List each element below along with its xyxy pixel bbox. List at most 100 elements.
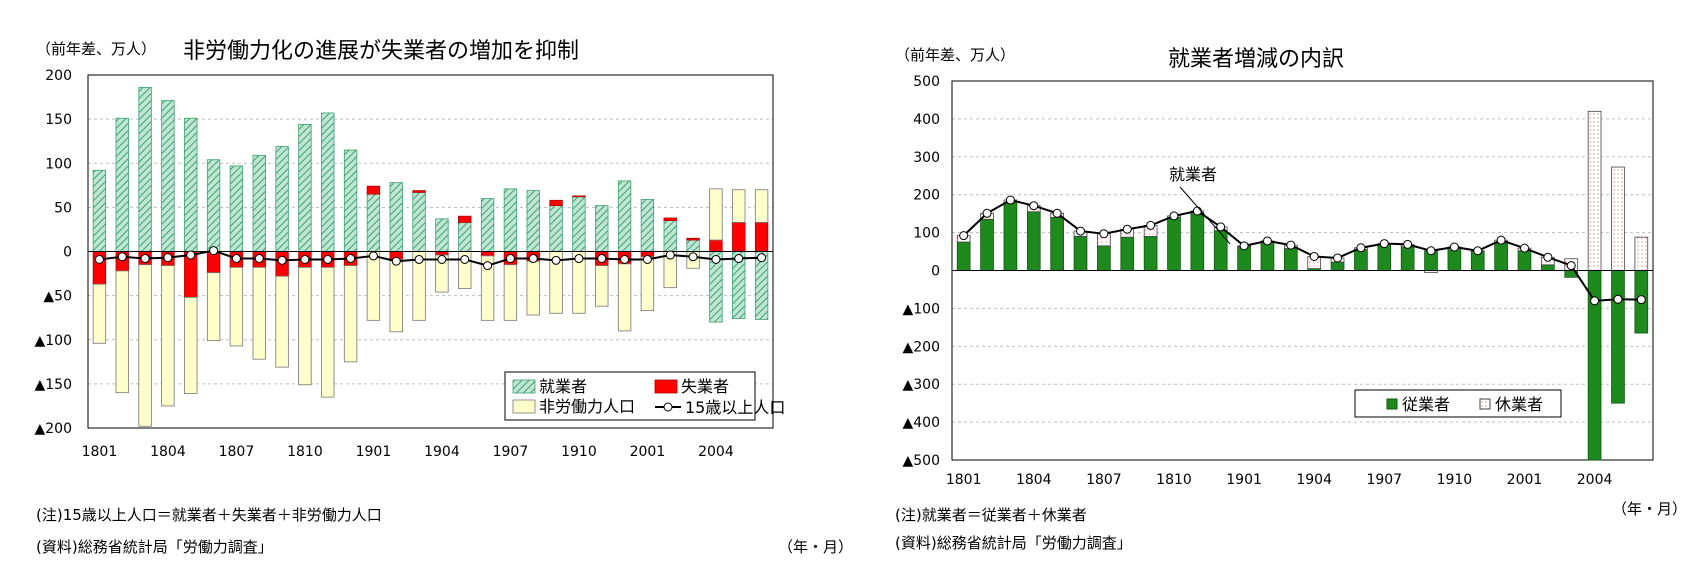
- y-tick-label: 100: [45, 156, 72, 172]
- bar-失業者: [549, 199, 563, 207]
- bar-従業者: [1400, 246, 1415, 271]
- line-point: [1286, 240, 1296, 250]
- bar-就業者: [206, 159, 221, 252]
- bar-非労働力人口: [526, 260, 540, 316]
- legend: [504, 371, 756, 421]
- bar-就業者: [366, 193, 381, 252]
- y-tick-label: ▲400: [903, 415, 941, 431]
- bar-就業者: [115, 117, 129, 252]
- bar-就業者: [526, 190, 540, 252]
- bar-従業者: [1541, 264, 1555, 271]
- x-tick-label: 1807: [1086, 472, 1122, 488]
- bar-就業者: [458, 221, 472, 252]
- bar-就業者: [161, 100, 175, 252]
- bar-非労働力人口: [92, 283, 107, 344]
- left-x-unit: （年・月）: [778, 538, 854, 556]
- bar-従業者: [1050, 217, 1064, 271]
- bar-就業者: [275, 146, 289, 252]
- line-point: [1052, 208, 1062, 218]
- y-tick-label: 0: [63, 245, 72, 261]
- right-chart: 500 400 300 200 100 0 ▲100 ▲200 ▲300 ▲400 ▲500 就業者 1…: [903, 74, 1654, 488]
- line-point: [551, 255, 561, 265]
- bar-失業者: [480, 251, 495, 257]
- bar-非労働力人口: [229, 266, 244, 347]
- line-point: [254, 254, 264, 264]
- x-tick-label: 1804: [150, 444, 186, 460]
- line-point: [528, 254, 538, 264]
- bar-失業者: [366, 185, 381, 195]
- bar-就業者: [92, 169, 107, 252]
- bar-従業者: [1026, 211, 1041, 271]
- line-point: [1099, 229, 1109, 239]
- left-chart: 200 150 100 50 0 ▲50 ▲100 ▲150 ▲200 1801 1804 1807 1…: [35, 68, 786, 460]
- line-point: [1239, 241, 1249, 251]
- y-tick-label: ▲200: [903, 339, 941, 355]
- bar-就業者: [343, 149, 358, 252]
- bar-就業者: [480, 198, 495, 252]
- line-point: [460, 254, 470, 264]
- line-point: [1309, 251, 1319, 261]
- bar-就業者: [252, 154, 266, 252]
- line-point: [574, 254, 584, 264]
- bar-就業者: [503, 188, 518, 252]
- legend-label: 15歳以上人口: [685, 398, 785, 417]
- x-tick-label: 1907: [1366, 472, 1402, 488]
- bar-従業者: [1097, 245, 1111, 271]
- bar-就業者: [321, 112, 335, 252]
- bar-従業者: [1190, 213, 1205, 271]
- legend: [1354, 389, 1562, 418]
- line-point: [483, 261, 493, 271]
- bar-就業者: [663, 220, 677, 252]
- y-tick-label: ▲100: [903, 301, 941, 317]
- x-tick-label: 2004: [1577, 472, 1613, 488]
- line-point: [231, 254, 241, 264]
- line-point: [642, 254, 652, 264]
- bar-休業者: [1634, 236, 1649, 271]
- bar-非労働力人口: [184, 296, 198, 394]
- bar-就業者: [184, 117, 198, 252]
- legend-label: 非労働力人口: [539, 397, 635, 416]
- right-x-unit: （年・月）: [1612, 500, 1687, 518]
- bar-非労働力人口: [480, 255, 495, 321]
- line-point: [1590, 296, 1600, 306]
- right-note: (注)就業者＝従業者＋休業者: [895, 506, 1087, 524]
- left-note: (注)15歳以上人口＝就業者＋失業者＋非労働力人口: [36, 506, 382, 524]
- bar-就業者: [595, 205, 609, 252]
- bar-就業者: [572, 196, 586, 252]
- line-point: [711, 254, 721, 264]
- line-point: [688, 252, 698, 262]
- left-source: (資料)総務省統計局「労働力調査」: [36, 538, 273, 556]
- bar-非労働力人口: [161, 265, 175, 407]
- line-point: [1636, 295, 1646, 305]
- bar-従業者: [1517, 250, 1532, 271]
- bar-就業者: [435, 218, 449, 252]
- line-point: [1192, 206, 1202, 216]
- bar-非労働力人口: [298, 266, 312, 386]
- line-point: [1403, 239, 1413, 249]
- y-tick-label: ▲200: [35, 421, 73, 437]
- line-point: [346, 254, 356, 264]
- legend-swatch: [1479, 398, 1491, 410]
- line-point: [1519, 243, 1529, 253]
- line-point: [1379, 239, 1389, 249]
- bar-従業者: [1447, 249, 1462, 271]
- line-point: [1216, 222, 1226, 232]
- bar-非労働力人口: [275, 275, 289, 368]
- line-point: [1076, 226, 1086, 236]
- bar-就業者: [686, 239, 700, 252]
- bar-従業者: [1494, 242, 1508, 271]
- bar-就業者: [640, 199, 655, 252]
- y-tick-label: 500: [913, 74, 940, 90]
- bar-非労働力人口: [138, 264, 152, 427]
- x-tick-label: 1910: [1437, 472, 1473, 488]
- bar-従業者: [1260, 241, 1275, 271]
- bar-従業者: [1330, 261, 1345, 271]
- line-point: [140, 254, 150, 264]
- bar-失業者: [412, 190, 426, 193]
- bar-失業者: [686, 237, 700, 241]
- line-point: [665, 250, 675, 260]
- bar-従業者: [1120, 236, 1135, 271]
- legend-label: 休業者: [1495, 395, 1543, 414]
- right-unit-label: （前年差、万人）: [895, 46, 1016, 64]
